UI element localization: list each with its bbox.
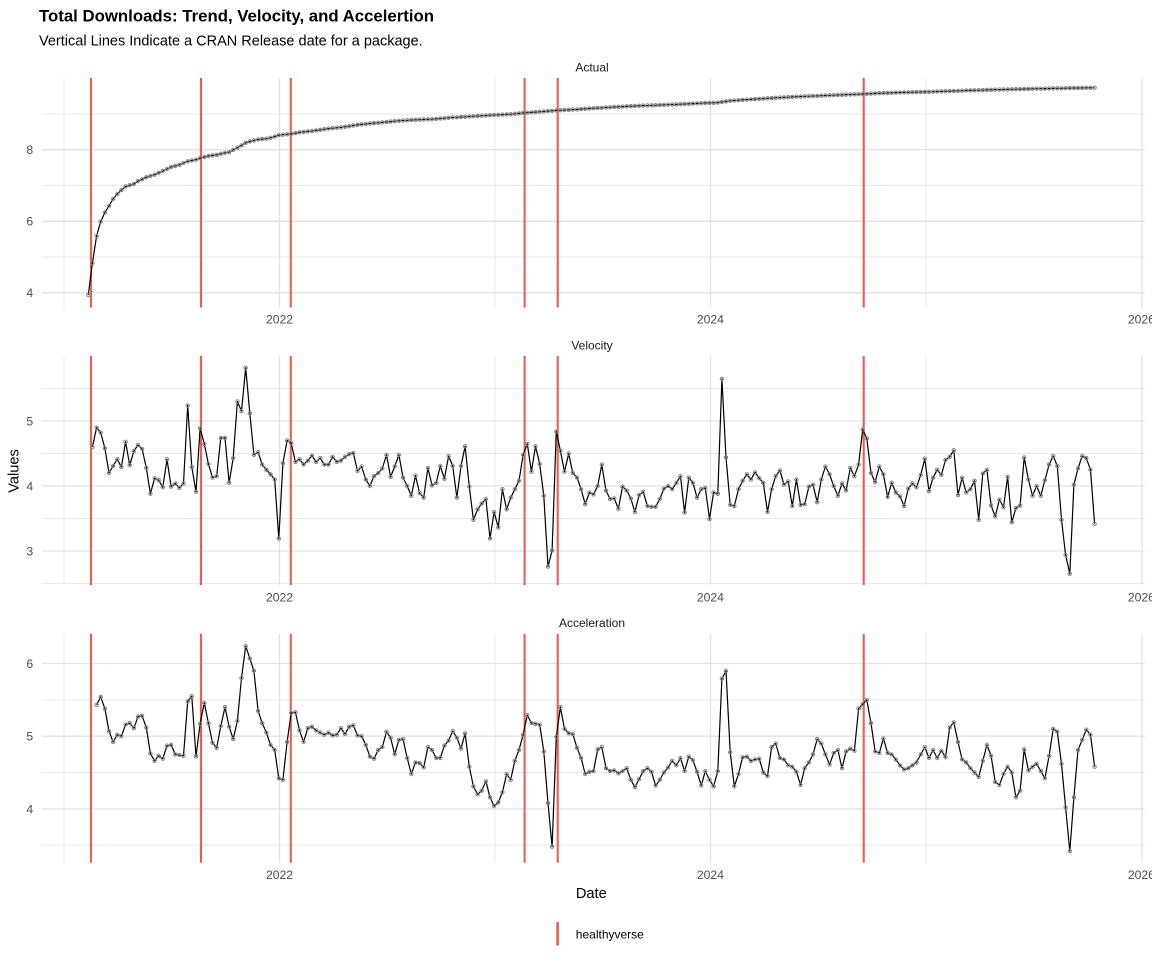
svg-text:Vertical Lines Indicate a CRAN: Vertical Lines Indicate a CRAN Release d…: [39, 34, 423, 50]
svg-text:healthyverse: healthyverse: [576, 927, 644, 941]
svg-text:2024: 2024: [697, 868, 724, 882]
svg-text:2026: 2026: [1128, 591, 1152, 605]
svg-text:5: 5: [26, 414, 33, 428]
svg-text:4: 4: [26, 286, 33, 300]
svg-text:3: 3: [26, 544, 33, 558]
svg-text:Acceleration: Acceleration: [559, 616, 625, 630]
svg-text:2024: 2024: [697, 591, 724, 605]
svg-text:4: 4: [26, 479, 33, 493]
svg-text:Velocity: Velocity: [571, 338, 612, 352]
svg-text:5: 5: [26, 730, 33, 744]
svg-text:2024: 2024: [697, 312, 724, 326]
svg-text:2026: 2026: [1128, 312, 1152, 326]
svg-text:2022: 2022: [266, 591, 293, 605]
svg-text:8: 8: [26, 143, 33, 157]
svg-text:Actual: Actual: [575, 61, 608, 75]
svg-text:6: 6: [26, 215, 33, 229]
svg-text:2026: 2026: [1128, 868, 1152, 882]
svg-text:2022: 2022: [266, 868, 293, 882]
svg-text:6: 6: [26, 657, 33, 671]
svg-text:Values: Values: [7, 449, 23, 493]
svg-text:4: 4: [26, 802, 33, 816]
svg-text:Total Downloads: Trend, Veloci: Total Downloads: Trend, Velocity, and Ac…: [39, 6, 434, 25]
svg-text:2022: 2022: [266, 312, 293, 326]
svg-text:Date: Date: [576, 886, 607, 902]
